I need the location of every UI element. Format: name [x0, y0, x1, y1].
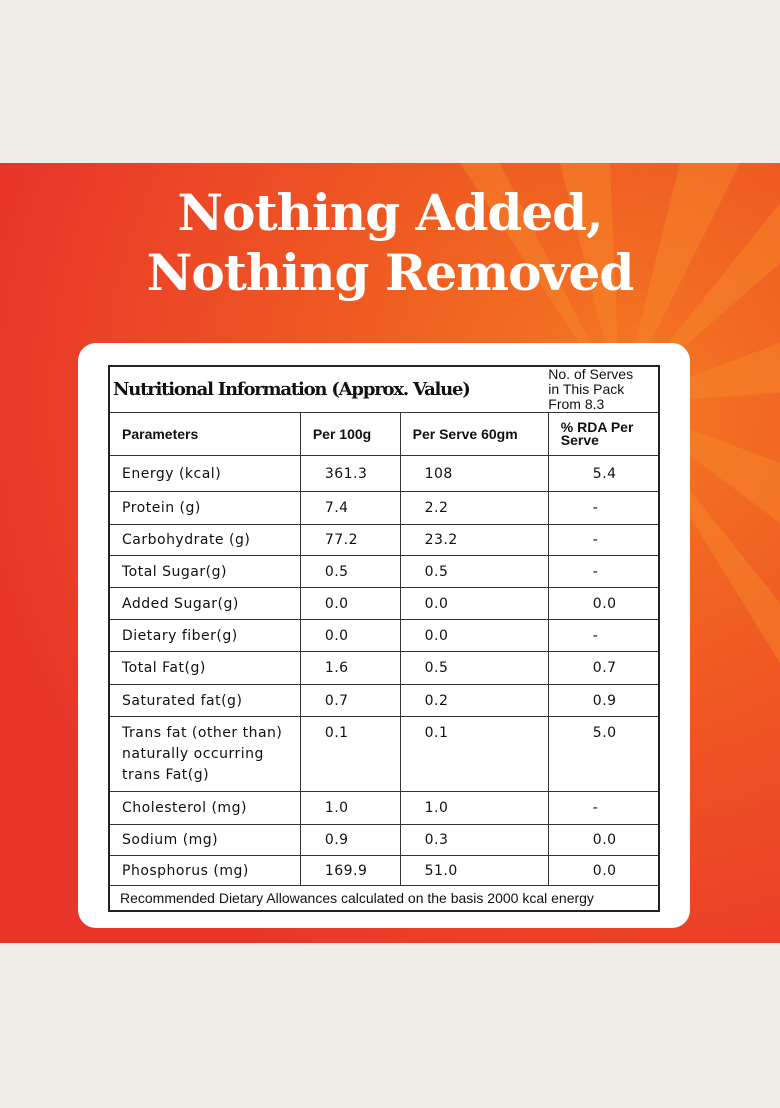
value-cell: 0.1	[399, 716, 549, 792]
value-cell: 0.0	[399, 587, 549, 620]
table-row: Total Fat(g) 1.6 0.5 0.7	[108, 651, 660, 685]
value-cell: 5.0	[547, 716, 660, 792]
value-cell: -	[547, 491, 660, 525]
value-cell: 23.2	[399, 524, 549, 556]
value-cell: 0.2	[399, 684, 549, 717]
table-row: Saturated fat(g) 0.7 0.2 0.9	[108, 684, 660, 717]
column-header: % RDA Per Serve	[547, 412, 660, 456]
value-cell: 7.4	[299, 491, 401, 525]
table-title: Nutritional Information (Approx. Value)	[108, 365, 549, 413]
parameter-cell: Cholesterol (mg)	[108, 791, 301, 825]
table-row: Energy (kcal) 361.3 108 5.4	[108, 455, 660, 492]
headline: Nothing Added, Nothing Removed	[0, 183, 780, 303]
value-cell: 0.3	[399, 824, 549, 856]
value-cell: 0.0	[299, 619, 401, 652]
value-cell: 51.0	[399, 855, 549, 886]
value-cell: 0.7	[299, 684, 401, 717]
value-cell: -	[547, 555, 660, 588]
table-row: Cholesterol (mg) 1.0 1.0-	[108, 791, 660, 825]
value-cell: 5.4	[547, 455, 660, 492]
value-cell: 0.5	[399, 555, 549, 588]
value-cell: 0.0	[547, 824, 660, 856]
value-cell: 1.6	[299, 651, 401, 685]
value-cell: 0.5	[299, 555, 401, 588]
value-cell: 1.0	[299, 791, 401, 825]
value-cell: 0.7	[547, 651, 660, 685]
value-cell: 108	[399, 455, 549, 492]
value-cell: 1.0	[399, 791, 549, 825]
value-cell: 0.0	[547, 855, 660, 886]
value-cell: 169.9	[299, 855, 401, 886]
table-row: Added Sugar(g) 0.0 0.0 0.0	[108, 587, 660, 620]
parameter-cell: Trans fat (other than) naturally occurri…	[108, 716, 301, 792]
parameter-cell: Sodium (mg)	[108, 824, 301, 856]
headline-line1: Nothing Added,	[177, 183, 603, 242]
value-cell: 0.5	[399, 651, 549, 685]
serves-note: No. of Serves in This Pack From 8.3	[548, 365, 660, 413]
value-cell: -	[547, 524, 660, 556]
value-cell: 0.1	[299, 716, 401, 792]
parameter-cell: Protein (g)	[108, 491, 301, 525]
column-header: Per Serve 60gm	[399, 412, 549, 456]
parameter-cell: Added Sugar(g)	[108, 587, 301, 620]
value-cell: 0.0	[299, 587, 401, 620]
value-cell: 2.2	[399, 491, 549, 525]
parameter-cell: Phosphorus (mg)	[108, 855, 301, 886]
parameter-cell: Saturated fat(g)	[108, 684, 301, 717]
parameter-cell: Total Sugar(g)	[108, 555, 301, 588]
parameter-cell: Dietary fiber(g)	[108, 619, 301, 652]
table-row: Sodium (mg) 0.9 0.3 0.0	[108, 824, 660, 856]
value-cell: 77.2	[299, 524, 401, 556]
parameter-cell: Energy (kcal)	[108, 455, 301, 492]
nutrition-table: Nutritional Information (Approx. Value) …	[108, 365, 660, 912]
value-cell: 0.9	[299, 824, 401, 856]
footnote: Recommended Dietary Allowances calculate…	[108, 885, 660, 911]
value-cell: 0.0	[547, 587, 660, 620]
banner: Nothing Added, Nothing Removed Nutrition…	[0, 163, 780, 943]
table-row: Trans fat (other than) naturally occurri…	[108, 716, 660, 792]
parameter-cell: Carbohydrate (g)	[108, 524, 301, 556]
value-cell: 0.0	[399, 619, 549, 652]
nutrition-card: Nutritional Information (Approx. Value) …	[78, 343, 690, 928]
parameter-cell: Total Fat(g)	[108, 651, 301, 685]
column-header: Parameters	[108, 412, 301, 456]
table-row: Phosphorus (mg) 169.9 51.0 0.0	[108, 855, 660, 886]
value-cell: 0.9	[547, 684, 660, 717]
table-row: Protein (g) 7.4 2.2-	[108, 491, 660, 525]
value-cell: -	[547, 791, 660, 825]
value-cell: 361.3	[299, 455, 401, 492]
table-row: Carbohydrate (g) 77.2 23.2-	[108, 524, 660, 556]
value-cell: -	[547, 619, 660, 652]
column-header: Per 100g	[299, 412, 401, 456]
table-row: Total Sugar(g) 0.5 0.5-	[108, 555, 660, 588]
headline-line2: Nothing Removed	[146, 243, 635, 302]
table-row: Dietary fiber(g) 0.0 0.0-	[108, 619, 660, 652]
